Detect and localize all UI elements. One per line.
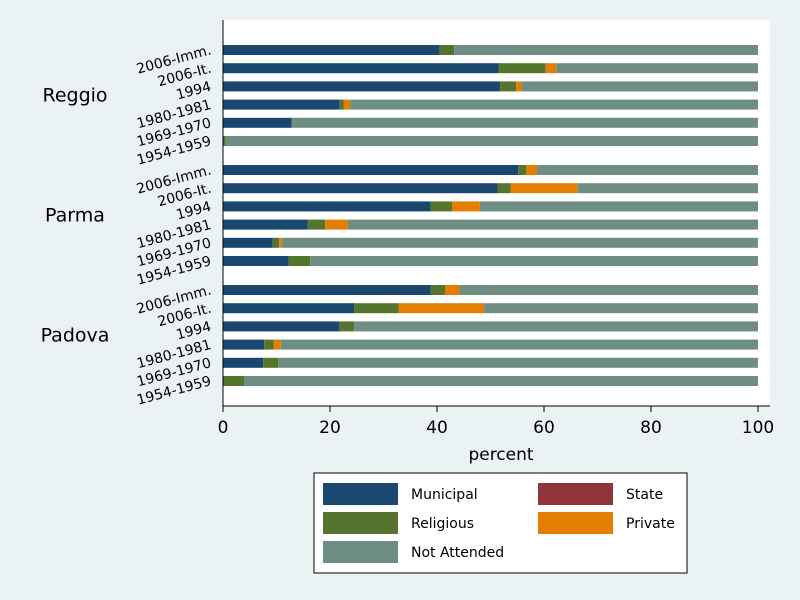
bar-segment (223, 237, 273, 248)
bar-segment (430, 285, 446, 295)
bar-segment (521, 81, 758, 92)
x-axis: 0 20 40 60 80 100 (218, 20, 774, 438)
bar-segment (225, 136, 759, 146)
bar-segment (451, 201, 480, 212)
group-labels: Reggio Parma Padova (41, 85, 110, 347)
bar-segment (339, 99, 344, 110)
bar-segment (325, 219, 348, 230)
legend-label: Municipal (411, 487, 478, 503)
bar-segment (223, 165, 519, 175)
x-tick-label: 40 (426, 418, 448, 438)
legend-label: Religious (411, 516, 474, 532)
bar-segment (526, 165, 538, 175)
bar-segment (445, 285, 460, 295)
bar-segment (223, 321, 340, 332)
bar-segment (223, 219, 308, 230)
legend-label: Private (626, 516, 675, 532)
bar-segment (518, 165, 527, 175)
category-labels: 2006-Imm.2006-It.19941980-19811969-19701… (135, 42, 213, 408)
legend-key (323, 512, 398, 534)
bar-segment (263, 357, 279, 368)
bar-segment (288, 256, 311, 266)
x-tick-label: 80 (640, 418, 662, 438)
legend-label: State (626, 487, 663, 503)
x-tick-label: 0 (218, 418, 229, 438)
x-tick-label: 100 (742, 418, 774, 438)
bar-segment (354, 303, 399, 314)
bar-segment (479, 201, 758, 212)
legend-key (538, 483, 613, 505)
bar-segment (545, 63, 557, 74)
bar-segment (454, 45, 758, 55)
bar-segment (223, 63, 499, 74)
bar-segment (223, 117, 292, 128)
bar-segment (354, 321, 758, 332)
group-label: Padova (41, 325, 110, 347)
bar-segment (497, 183, 511, 194)
legend-key (323, 483, 398, 505)
x-tick-label: 20 (319, 418, 341, 438)
bar-segment (223, 303, 355, 314)
group-label: Reggio (42, 85, 107, 107)
bar-segment (339, 321, 355, 332)
legend: Municipal State Religious Private Not Attend… (313, 472, 688, 574)
bar-segment (223, 183, 498, 194)
bar-segment (223, 99, 340, 110)
bar-segment (280, 339, 758, 350)
bar-segment (307, 219, 326, 230)
bar-segment (244, 376, 758, 386)
bar-segment (347, 219, 758, 230)
bar-segment (498, 63, 546, 74)
bar-segment (343, 99, 351, 110)
legend-label: Not Attended (411, 545, 504, 561)
legend-key (323, 541, 398, 563)
bar-segment (510, 183, 578, 194)
bar-segment (223, 256, 289, 266)
bar-segment (279, 237, 282, 248)
bar-segment (350, 99, 758, 110)
group-label: Parma (45, 205, 105, 227)
bar-segment (223, 376, 245, 386)
bar-segment (264, 339, 274, 350)
bar-segment (223, 201, 431, 212)
bar-segment (516, 81, 522, 92)
bar-segment (223, 285, 431, 295)
bar-segment (439, 45, 455, 55)
bar-segment (556, 63, 758, 74)
bar-segment (430, 201, 452, 212)
bar-segment (272, 237, 280, 248)
bar-segment (500, 81, 517, 92)
bar-segment (577, 183, 758, 194)
bar-segment (223, 81, 501, 92)
bar-segment (291, 117, 758, 128)
bar-segment (459, 285, 758, 295)
legend-key (538, 512, 613, 534)
bars-layer (223, 45, 759, 386)
x-axis-title: percent (468, 445, 533, 465)
bar-segment (223, 339, 265, 350)
bar-segment (537, 165, 758, 175)
bar-segment (223, 136, 226, 146)
bar-segment (398, 303, 485, 314)
bar-segment (281, 237, 758, 248)
bar-segment (278, 357, 758, 368)
x-tick-label: 60 (533, 418, 555, 438)
bar-segment (484, 303, 758, 314)
bar-segment (223, 357, 264, 368)
bar-segment (223, 45, 440, 55)
bar-segment (273, 339, 281, 350)
bar-segment (310, 256, 758, 266)
